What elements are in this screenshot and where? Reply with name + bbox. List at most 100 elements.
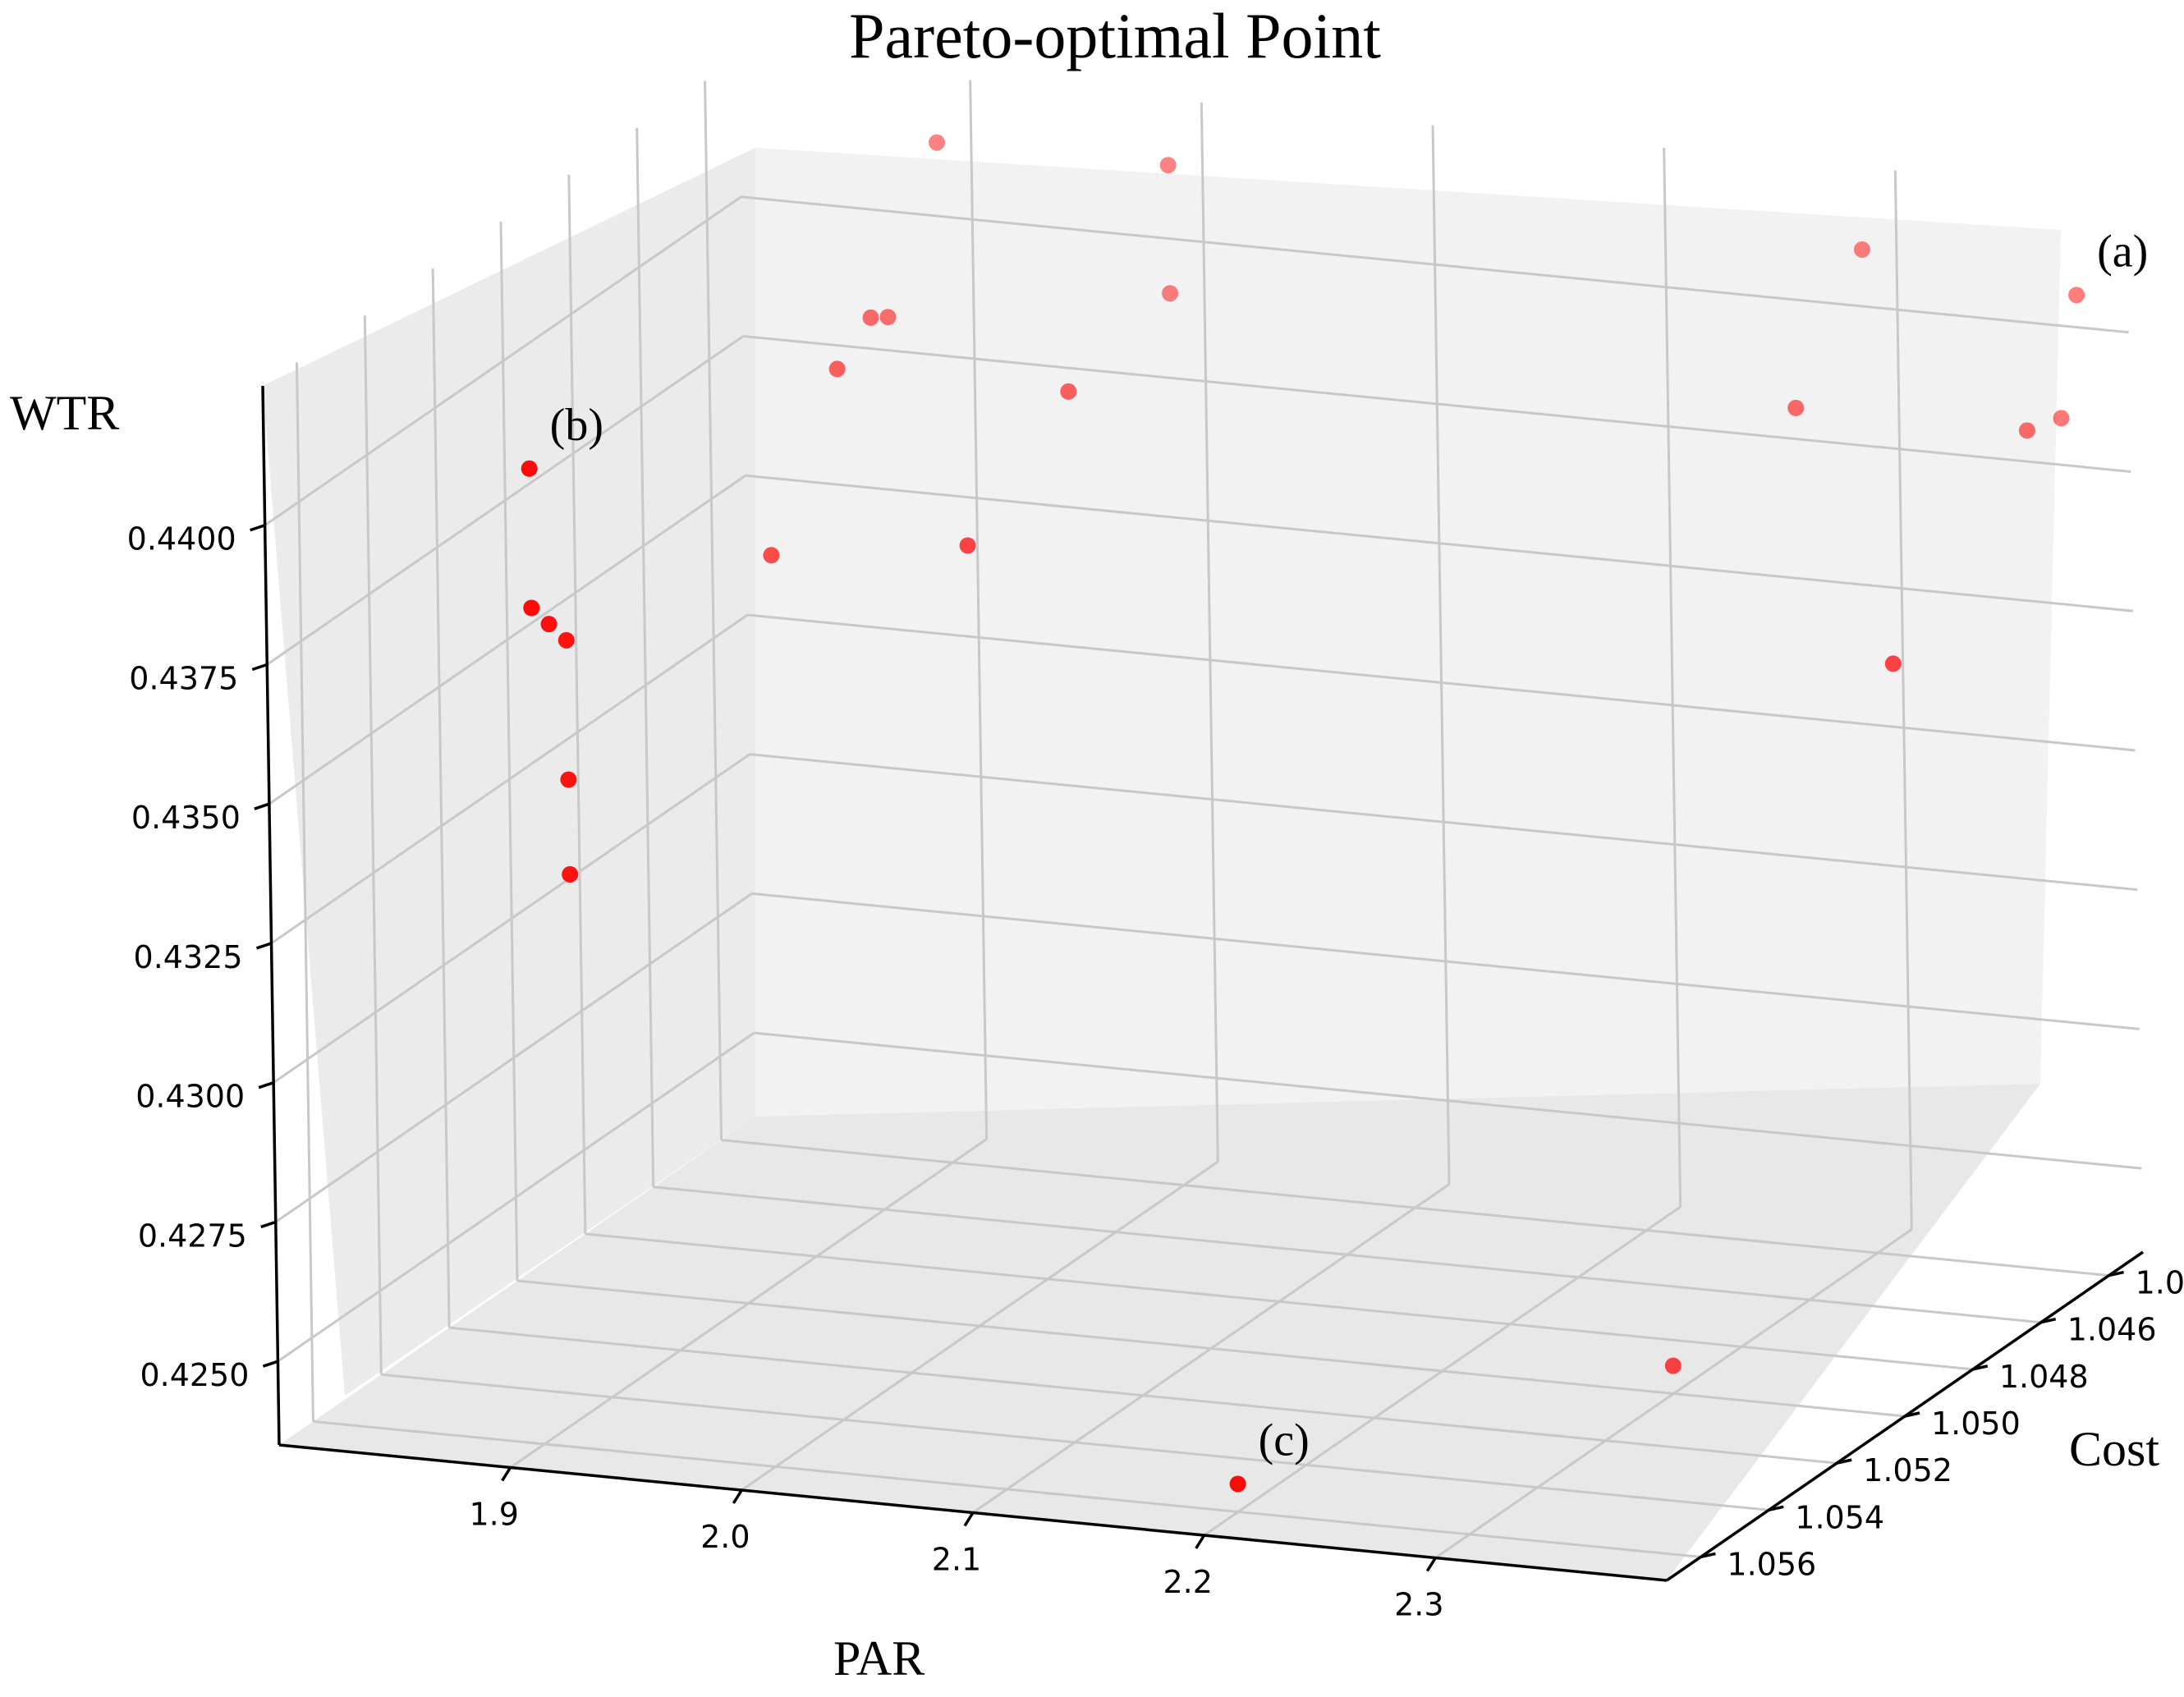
z-tick-mark [260, 1220, 277, 1229]
x-tick-mark [963, 1511, 975, 1527]
x-tick-label: 2.3 [1394, 1587, 1443, 1623]
grid-line [1663, 147, 1682, 1208]
grid-line [381, 1373, 1769, 1511]
grid-line [270, 613, 749, 945]
y-tick-label: 1.052 [1863, 1452, 1952, 1488]
grid-line [499, 221, 519, 1282]
x-tick-label: 2.0 [700, 1519, 750, 1555]
grid-line [273, 753, 751, 1084]
y-tick-mark [1700, 1552, 1716, 1559]
grid-line [721, 1139, 2109, 1277]
grid-line [747, 613, 2136, 752]
data-point [1060, 383, 1077, 400]
data-point [879, 309, 897, 326]
data-point [540, 616, 557, 633]
z-axis-line [261, 385, 281, 1446]
z-tick-label: 0.4325 [134, 939, 243, 975]
z-axis-label: WTR [10, 386, 119, 440]
grid-line [585, 1232, 1974, 1371]
grid-line [754, 1031, 2142, 1170]
y-tick-label: 1.050 [1931, 1406, 2021, 1442]
grid-line [653, 1186, 2041, 1324]
grid-line [969, 80, 989, 1140]
axes: 1.9 2.0 2.1 2.2 2.3 1.044 1.046 1.048 1.050 1.052… [127, 385, 2184, 1623]
grid-line [1431, 125, 1451, 1185]
y-tick-mark [1768, 1505, 1784, 1511]
grid-lines [264, 80, 2142, 1559]
y-tick-mark [1972, 1364, 1989, 1371]
x-tick-label: 1.9 [469, 1497, 518, 1533]
z-tick-label: 0.4250 [140, 1357, 249, 1393]
z-tick-mark [262, 1360, 278, 1368]
z-tick-mark [255, 942, 273, 950]
grid-line [266, 335, 745, 666]
floor-pane [279, 1084, 2040, 1580]
grid-line [567, 174, 587, 1234]
x-axis-label: PAR [833, 1631, 925, 1686]
data-points: (b) (a) (c) [521, 134, 2148, 1493]
y-tick-label: 1.046 [2067, 1312, 2157, 1348]
point-annotation: (c) [1259, 1415, 1310, 1465]
data-point [557, 631, 575, 649]
data-point [2053, 410, 2070, 427]
x-tick-mark [732, 1489, 743, 1504]
grid-line [268, 474, 746, 805]
z-tick-label: 0.4300 [135, 1079, 245, 1115]
grid-line [741, 195, 2129, 334]
grid-line [277, 1031, 755, 1363]
z-tick-label: 0.4350 [131, 800, 241, 836]
data-point [1884, 655, 1902, 672]
data-point [521, 460, 538, 477]
y-tick-label: 1.048 [1999, 1359, 2089, 1395]
y-tick-label: 1.056 [1727, 1546, 1816, 1582]
z-tick-label: 0.4275 [138, 1218, 247, 1254]
data-point [562, 865, 579, 883]
grid-line [745, 474, 2134, 612]
back-pane [755, 148, 2061, 1117]
data-point [2018, 422, 2035, 439]
grid-line [274, 892, 753, 1223]
x-tick-label: 2.1 [932, 1542, 981, 1578]
x-tick-mark [1425, 1557, 1437, 1572]
data-point [1162, 285, 1179, 302]
z-tick-label: 0.4375 [129, 660, 238, 696]
data-point [523, 599, 540, 617]
y-tick-mark [2108, 1270, 2124, 1277]
grid-line [751, 892, 2140, 1030]
point-annotation: (b) [550, 400, 603, 451]
grid-line [635, 127, 655, 1187]
grid-line [750, 753, 2138, 892]
data-point [862, 309, 879, 326]
grid-line [1200, 102, 1219, 1163]
y-tick-mark [1836, 1458, 1852, 1465]
y-tick-label: 1.044 [2136, 1265, 2184, 1301]
x-tick-mark [1195, 1534, 1206, 1549]
grid-line [704, 80, 723, 1140]
z-tick-mark [254, 802, 270, 810]
z-tick-mark [251, 663, 268, 672]
data-point [1229, 1475, 1246, 1493]
chart-title: Pareto-optimal Point [849, 0, 1381, 71]
data-point [828, 360, 846, 378]
x-tick-label: 2.2 [1163, 1564, 1212, 1600]
y-tick-mark [1904, 1411, 1920, 1418]
point-annotation: (a) [2097, 226, 2148, 277]
grid-line [516, 1279, 1906, 1418]
x-tick-mark [501, 1466, 512, 1482]
data-point [928, 134, 945, 151]
grid-line [363, 315, 383, 1375]
data-point [763, 547, 780, 564]
grid-line [295, 362, 314, 1422]
data-point [1664, 1357, 1682, 1374]
data-point [560, 771, 577, 788]
data-point [1853, 241, 1870, 258]
z-tick-mark [258, 1081, 274, 1089]
grid-line [313, 1420, 1701, 1558]
grid-line [743, 334, 2131, 473]
grid-line [264, 195, 742, 526]
grid-line [431, 268, 451, 1328]
grid-line [1893, 170, 1913, 1230]
data-point [1159, 157, 1177, 174]
data-point [2068, 287, 2085, 304]
